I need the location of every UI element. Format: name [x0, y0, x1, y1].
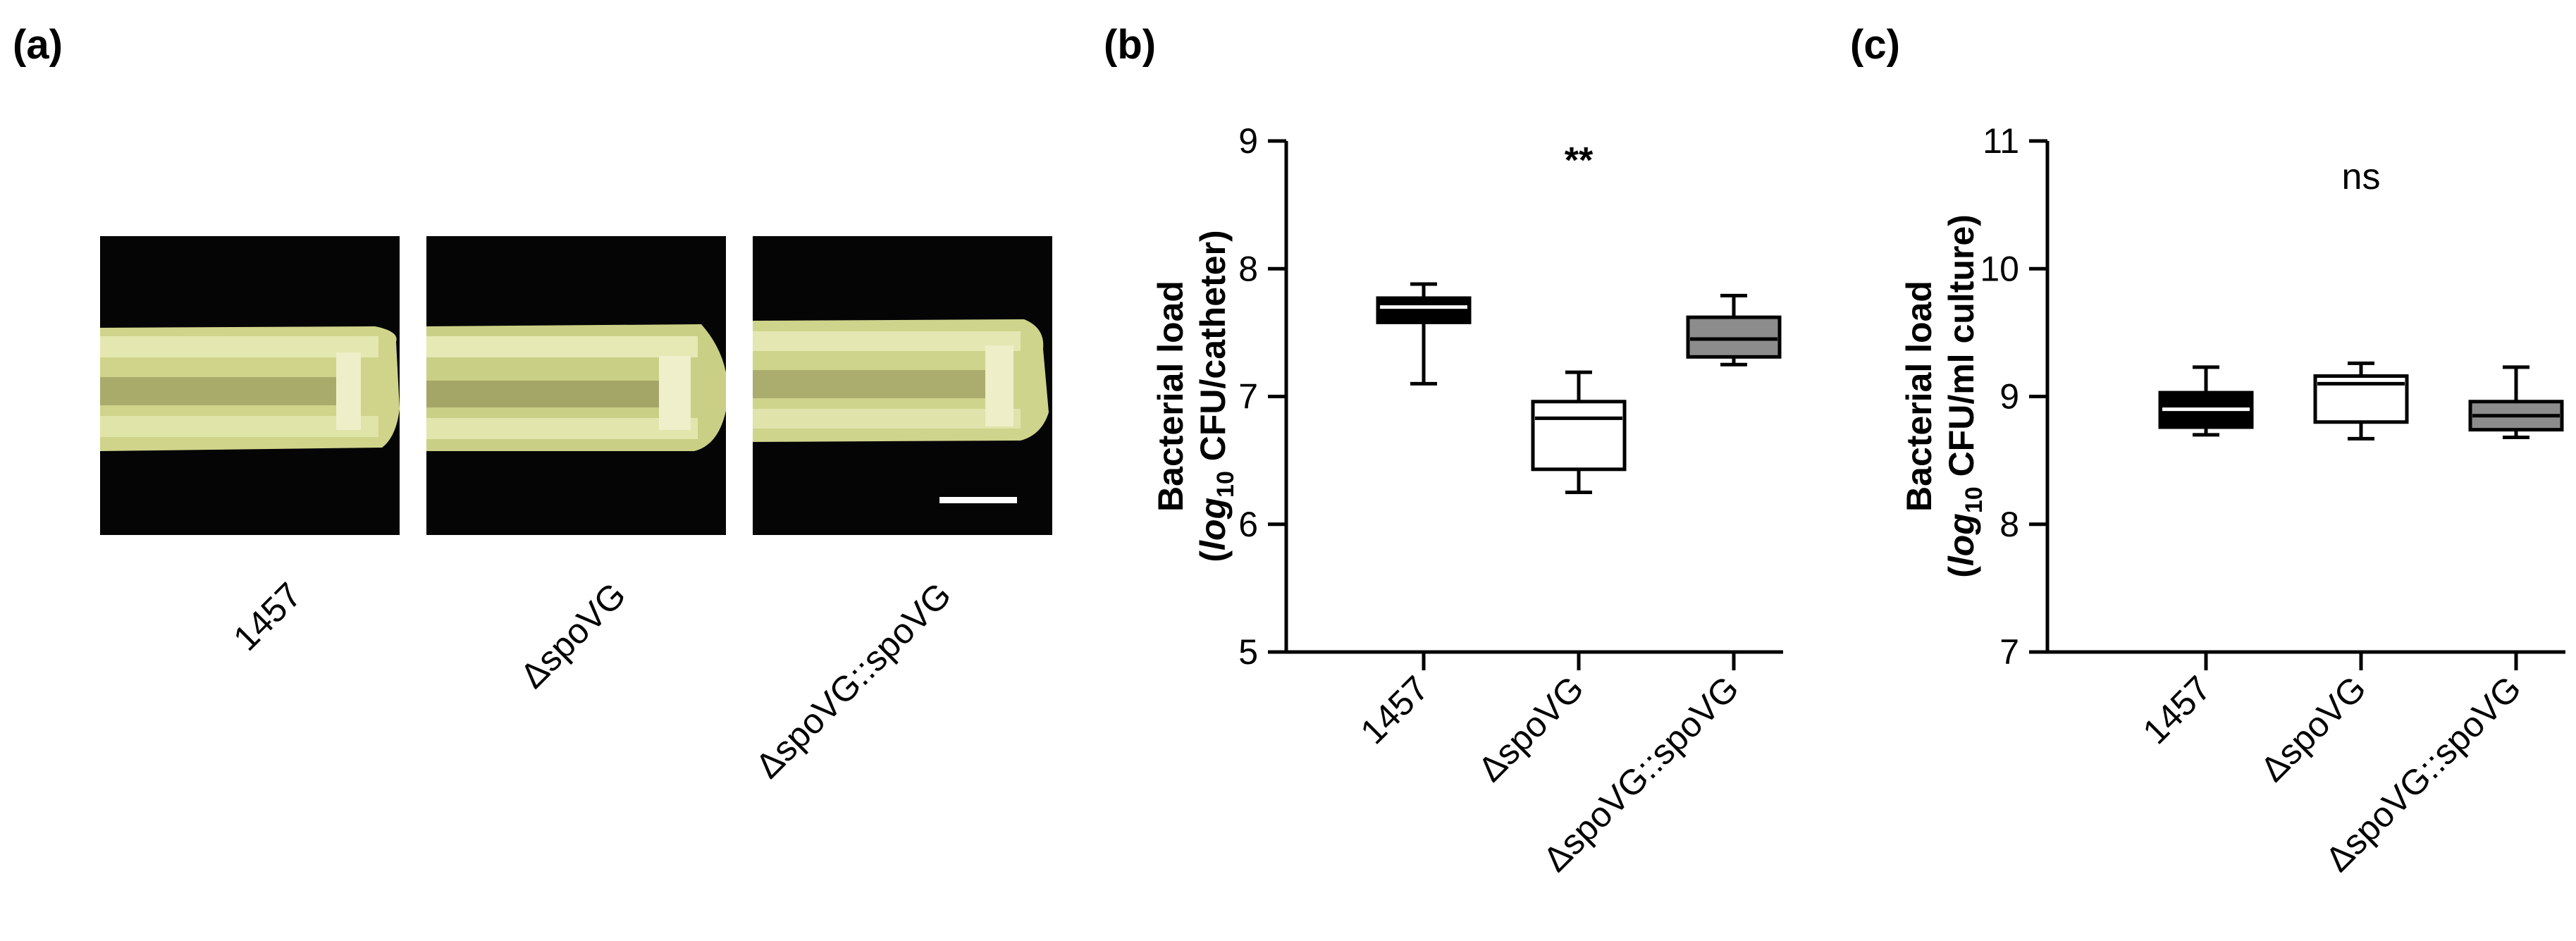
catheter-photo-1457: [100, 236, 400, 535]
catheter-image: [100, 326, 400, 451]
panel-label-a: (a): [13, 22, 63, 68]
y-tick-label: 10: [1980, 249, 2019, 288]
catheter-image: [753, 319, 1049, 503]
y-tick-label: 7: [1999, 632, 2019, 672]
box-2: [1686, 293, 1782, 367]
y-tick-label: 6: [1238, 505, 1258, 544]
panel-label-b: (b): [1104, 22, 1157, 68]
y-axis-label: Bacterial load(log10 CFU/ml culture): [1899, 214, 1988, 578]
panel-label-c: (c): [1850, 22, 1900, 68]
catheter-photo-complement: [753, 236, 1052, 535]
catheter-photo-delta: [426, 236, 726, 535]
box-1: [1531, 370, 1627, 494]
catheter-image: [426, 324, 726, 451]
scale-bar: [939, 497, 1017, 503]
significance-annotation: **: [1565, 140, 1594, 181]
y-tick-label: 11: [1983, 121, 2019, 161]
box-iqr: [1531, 400, 1627, 472]
box-iqr: [1686, 315, 1782, 359]
box-1: [2313, 361, 2409, 441]
x-tick-label: 1457: [2136, 668, 2219, 751]
y-tick-label: 7: [1238, 377, 1258, 417]
y-tick-label: 9: [1238, 121, 1258, 161]
chart-b: 5 6 7 8 9 Bacterial load(log10 CFU/catheter) *…: [1151, 121, 1783, 879]
box-iqr: [1376, 296, 1472, 324]
x-tick-label: 1457: [1353, 668, 1436, 751]
y-tick-label: 9: [1999, 377, 2019, 417]
x-tick-label: ΔspoVG: [2253, 668, 2373, 789]
box-0: [2158, 365, 2254, 437]
box-2: [2468, 365, 2564, 439]
chart-c: 7 8 9 10 11 Bacterial load(log10 CFU/ml cultu…: [1899, 121, 2565, 879]
box-0: [1376, 282, 1472, 386]
y-axis-label: Bacterial load(log10 CFU/catheter): [1151, 230, 1239, 562]
y-tick-label: 8: [1238, 249, 1258, 288]
y-tick-label: 8: [1999, 505, 2019, 544]
significance-annotation: ns: [2342, 156, 2381, 197]
x-tick-label: ΔspoVG: [1470, 668, 1591, 789]
y-tick-label: 5: [1238, 632, 1258, 672]
